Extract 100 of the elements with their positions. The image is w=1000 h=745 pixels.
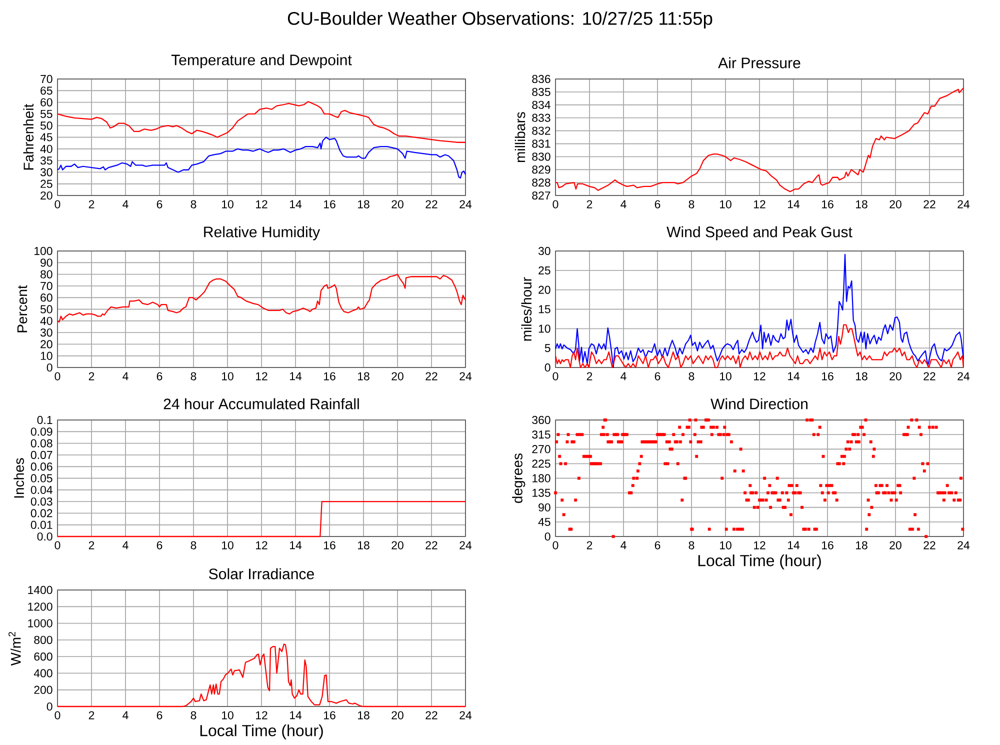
chart-title: Relative Humidity	[204, 226, 320, 240]
y-tick-label: 0.09	[30, 428, 52, 436]
x-tick-label: 10	[222, 372, 234, 380]
y-axis-title: millibars	[514, 112, 526, 162]
y-tick-label: 0.03	[30, 497, 52, 506]
x-tick-label: 0	[552, 200, 558, 208]
x-tick-label: 6	[654, 200, 660, 208]
y-axis-title: Inches	[14, 458, 24, 498]
y-tick-label: 1200	[28, 602, 52, 611]
y-axis-title: Fahrenheit	[23, 104, 34, 170]
x-tick-label: 24	[460, 541, 472, 550]
y-tick-label: 831	[532, 140, 550, 148]
x-tick-label: 14	[788, 200, 800, 208]
y-tick-label: 50	[40, 305, 52, 314]
y-axis-title: degrees	[512, 453, 526, 503]
x-tick-label: 6	[156, 372, 162, 380]
x-tick-label: 4	[620, 200, 626, 208]
y-tick-label: 0.05	[30, 474, 52, 482]
y-tick-label: 0.04	[30, 486, 52, 494]
x-tick-label: 20	[392, 541, 404, 550]
x-tick-label: 2	[586, 372, 592, 380]
y-tick-label: 830	[532, 152, 550, 161]
y-tick-label: 65	[40, 86, 52, 95]
y-tick-label: 10	[538, 324, 550, 333]
y-tick-label: 15	[538, 305, 550, 314]
x-tick-label: 4	[122, 711, 128, 720]
x-axis-title: Local Time (hour)	[698, 554, 821, 570]
y-tick-label: 20	[40, 340, 52, 348]
x-axis-title: Local Time (hour)	[200, 724, 323, 740]
chart-title: Wind Speed and Peak Gust	[666, 226, 852, 240]
chart-title: Air Pressure	[718, 57, 800, 68]
x-tick-label: 8	[190, 372, 196, 380]
x-tick-label: 2	[88, 200, 94, 208]
x-tick-label: 4	[122, 541, 128, 550]
y-tick-label: 832	[532, 126, 550, 135]
x-tick-label: 18	[856, 541, 868, 550]
x-tick-label: 2	[88, 711, 94, 720]
x-tick-label: 22	[924, 541, 936, 550]
y-tick-label: 0	[544, 363, 550, 372]
x-tick-label: 20	[890, 200, 902, 208]
x-tick-label: 22	[426, 541, 438, 550]
x-tick-label: 18	[358, 541, 370, 550]
x-tick-label: 18	[358, 711, 370, 720]
y-tick-label: 180	[532, 474, 550, 482]
y-tick-label: 0.02	[30, 509, 52, 518]
x-tick-label: 12	[256, 372, 268, 380]
y-tick-label: 0.01	[30, 520, 52, 529]
y-tick-label: 828	[532, 178, 550, 187]
y-tick-label: 225	[532, 460, 550, 468]
y-tick-label: 10	[40, 352, 52, 360]
y-tick-label: 834	[532, 100, 550, 109]
x-tick-label: 14	[290, 200, 302, 208]
x-tick-label: 20	[392, 711, 404, 720]
y-axis-title: W/m$^{2}$	[8, 632, 21, 666]
y-tick-label: 1000	[28, 619, 52, 628]
x-tick-label: 2	[586, 200, 592, 208]
y-tick-label: 25	[538, 266, 550, 274]
x-tick-label: 24	[958, 541, 970, 550]
x-tick-label: 8	[688, 541, 694, 550]
y-tick-label: 90	[40, 258, 52, 267]
x-tick-label: 16	[324, 200, 336, 208]
x-tick-label: 0	[552, 541, 558, 550]
x-tick-label: 22	[426, 200, 438, 208]
y-tick-label: 90	[538, 503, 550, 512]
y-tick-label: 80	[40, 270, 52, 278]
y-tick-label: 35	[40, 156, 52, 165]
x-tick-label: 14	[788, 541, 800, 550]
x-tick-label: 16	[822, 541, 834, 550]
x-tick-label: 2	[88, 372, 94, 380]
y-tick-label: 800	[34, 636, 52, 644]
y-tick-label: 70	[40, 74, 52, 84]
x-tick-label: 12	[754, 200, 766, 208]
y-tick-label: 0.07	[30, 450, 52, 459]
x-tick-label: 24	[460, 200, 472, 208]
x-tick-label: 10	[222, 711, 234, 720]
y-tick-label: 836	[532, 74, 550, 84]
x-tick-label: 18	[358, 200, 370, 208]
x-tick-label: 14	[290, 711, 302, 720]
y-tick-label: 40	[40, 144, 52, 153]
y-tick-label: 20	[538, 286, 550, 294]
x-tick-label: 8	[190, 711, 196, 720]
x-tick-label: 22	[924, 372, 936, 380]
y-tick-label: 0.0	[37, 532, 52, 541]
x-tick-label: 12	[754, 372, 766, 380]
y-tick-label: 30	[40, 328, 52, 337]
x-tick-label: 22	[924, 200, 936, 208]
x-tick-label: 6	[156, 711, 162, 720]
x-tick-label: 10	[222, 541, 234, 550]
y-tick-label: 833	[532, 114, 550, 122]
y-tick-label: 0.08	[30, 439, 52, 448]
y-tick-label: 100	[34, 246, 52, 256]
x-tick-label: 22	[426, 372, 438, 380]
chart-title: 24 hour Accumulated Rainfall	[164, 398, 359, 410]
y-tick-label: 30	[538, 246, 550, 256]
x-tick-label: 16	[324, 541, 336, 550]
x-tick-label: 16	[324, 711, 336, 720]
x-tick-label: 22	[426, 711, 438, 720]
x-tick-label: 10	[222, 200, 234, 208]
x-tick-label: 18	[856, 200, 868, 208]
x-tick-label: 16	[822, 372, 834, 380]
